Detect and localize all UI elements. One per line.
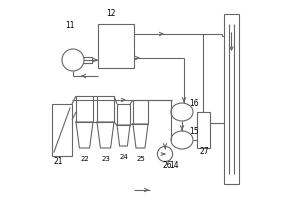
- Text: 15: 15: [189, 127, 199, 136]
- Bar: [133, 100, 148, 124]
- Text: 14: 14: [169, 161, 178, 170]
- Text: 22: 22: [80, 156, 89, 162]
- Bar: [224, 14, 239, 184]
- Text: 26: 26: [163, 161, 172, 170]
- Text: 11: 11: [65, 21, 74, 30]
- Bar: [76, 96, 93, 122]
- Text: 24: 24: [119, 154, 128, 160]
- Bar: [98, 24, 134, 68]
- Text: 16: 16: [189, 99, 199, 108]
- Bar: [52, 104, 72, 156]
- Bar: [117, 104, 130, 125]
- Text: 23: 23: [101, 156, 110, 162]
- Text: 27: 27: [200, 147, 209, 156]
- Text: 21: 21: [53, 157, 62, 166]
- Bar: [197, 112, 210, 148]
- Text: 12: 12: [106, 9, 116, 18]
- Bar: [97, 96, 114, 122]
- Text: 25: 25: [136, 156, 145, 162]
